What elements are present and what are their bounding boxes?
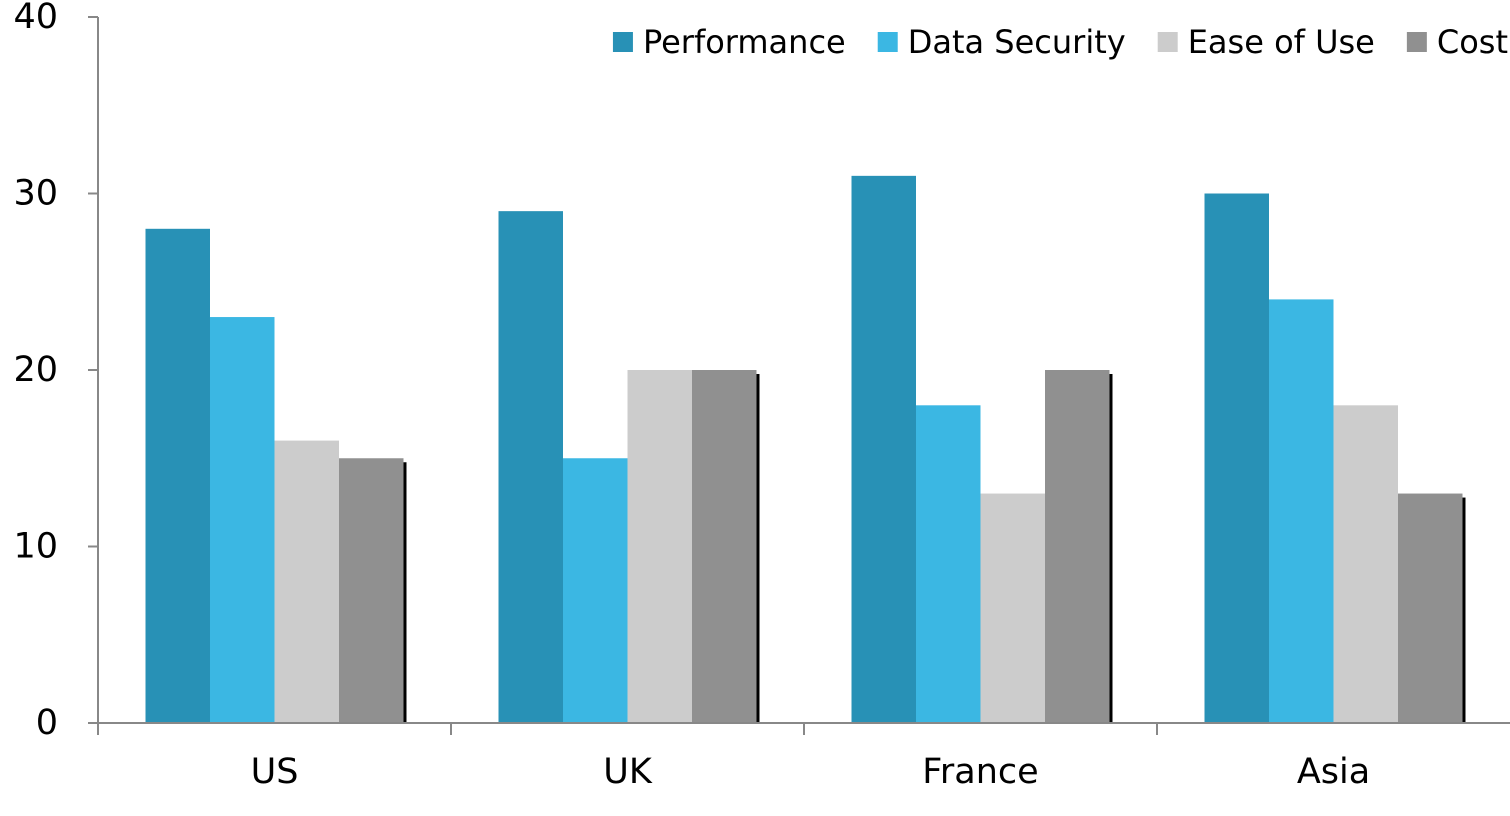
y-tick-label: 40 <box>13 0 58 37</box>
x-tick-label-uk: UK <box>603 752 653 792</box>
x-axis-ticks <box>97 723 1158 735</box>
axes <box>88 17 1510 724</box>
legend-swatch-performance <box>612 32 633 52</box>
bar-ease-of-use-us <box>274 440 339 723</box>
legend-label-cost: Cost <box>1437 23 1508 61</box>
y-tick-label: 20 <box>13 350 58 390</box>
legend-label-ease-of-use: Ease of Use <box>1188 23 1375 61</box>
bar-cost-asia <box>1398 493 1463 723</box>
legend-swatch-data-security <box>877 32 898 52</box>
bar-ease-of-use-uk <box>627 370 692 723</box>
bar-performance-uk <box>498 211 563 723</box>
x-axis-labels: US UK France Asia <box>251 752 1371 792</box>
bar-data-security-us <box>210 317 275 723</box>
legend-swatch-cost <box>1406 32 1427 52</box>
bar-shadow-asia <box>1462 497 1466 723</box>
bars <box>145 175 1466 724</box>
bar-data-security-asia <box>1269 299 1334 723</box>
bar-performance-asia <box>1204 193 1269 723</box>
bar-shadow-us <box>403 462 407 723</box>
y-tick-label: 10 <box>13 527 58 567</box>
legend-label-data-security: Data Security <box>908 23 1126 61</box>
bar-performance-france <box>851 175 916 724</box>
x-tick-label-france: France <box>922 752 1038 792</box>
legend: Performance Data Security Ease of Use Cost <box>612 23 1508 61</box>
bar-ease-of-use-france <box>980 493 1045 723</box>
x-tick-label-asia: Asia <box>1297 752 1370 792</box>
y-tick-label: 30 <box>13 174 58 214</box>
x-tick-label-us: US <box>251 752 299 792</box>
y-axis-ticks: 0 10 20 30 40 <box>13 0 98 743</box>
bar-ease-of-use-asia <box>1333 405 1398 723</box>
legend-swatch-ease-of-use <box>1157 32 1178 52</box>
bar-shadow-france <box>1109 374 1113 723</box>
y-tick-label: 0 <box>36 703 58 743</box>
bar-cost-us <box>339 458 404 723</box>
bar-cost-uk <box>692 370 757 723</box>
legend-label-performance: Performance <box>643 23 846 61</box>
bar-cost-france <box>1045 370 1110 723</box>
bar-shadow-uk <box>756 374 760 723</box>
bar-performance-us <box>145 228 210 724</box>
bar-data-security-uk <box>563 458 628 723</box>
bar-data-security-france <box>916 405 981 723</box>
